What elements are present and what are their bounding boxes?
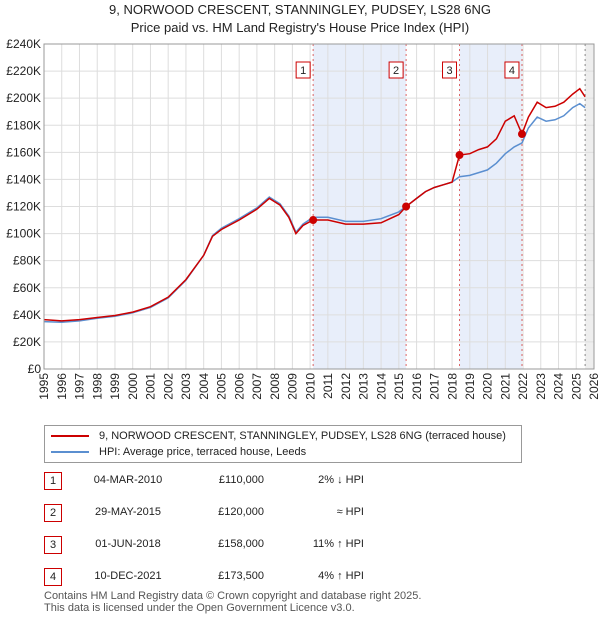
y-tick-label: £200K	[6, 91, 41, 105]
table-row: 3 01-JUN-2018 £158,000 11% ↑ HPI	[44, 536, 484, 554]
property-price-line	[43, 87, 586, 322]
legend-item-property: 9, NORWOOD CRESCENT, STANNINGLEY, PUDSEY…	[51, 428, 506, 444]
transaction-date: 04-MAR-2010	[93, 474, 163, 486]
x-tick-label: 2016	[410, 373, 424, 400]
x-tick-label: 2025	[569, 373, 583, 400]
x-tick-label: 2004	[197, 373, 211, 400]
y-tick-label: £160K	[6, 145, 41, 159]
transaction-price: £120,000	[218, 506, 264, 518]
transaction-date: 29-MAY-2015	[94, 506, 162, 518]
x-tick-label: 2017	[428, 373, 442, 400]
x-tick-label: 2026	[587, 373, 600, 400]
y-tick-label: £220K	[6, 64, 41, 78]
x-tick-label: 2001	[144, 373, 158, 400]
transaction-number: 2	[44, 504, 62, 522]
x-tick-label: 1996	[55, 373, 69, 400]
transaction-label-box	[442, 61, 458, 79]
transaction-price: £173,500	[218, 570, 264, 582]
y-tick-label: £80K	[13, 254, 41, 268]
y-tick-label: £100K	[6, 227, 41, 241]
y-tick-label: £140K	[6, 172, 41, 186]
plot-frame	[43, 43, 595, 370]
y-tick-label: £120K	[6, 200, 41, 214]
x-tick-label: 2011	[321, 373, 335, 399]
x-tick-label: 2000	[126, 373, 140, 400]
x-tick-label: 2002	[161, 373, 175, 400]
table-row: 2 29-MAY-2015 £120,000 ≈ HPI	[44, 504, 484, 522]
transaction-label: 4	[509, 65, 515, 77]
x-tick-label: 2010	[303, 373, 317, 400]
price-chart: £0 £20K £40K £60K £80K £100K £120K £140K £160K £1…	[6, 37, 600, 400]
x-tick-label: 2009	[286, 373, 300, 400]
transaction-number: 3	[44, 536, 62, 554]
legend-label-hpi: HPI: Average price, terraced house, Leed…	[99, 446, 307, 458]
legend-swatch-hpi	[51, 451, 89, 453]
x-tick-label: 2012	[339, 373, 353, 400]
x-tick-label: 1999	[108, 373, 122, 400]
x-tick-label: 2008	[268, 373, 282, 400]
chart-subtitle: Price paid vs. HM Land Registry's House …	[130, 20, 470, 35]
x-tick-label: 1998	[90, 373, 104, 400]
x-tick-label: 2006	[232, 373, 246, 400]
table-row: 1 04-MAR-2010 £110,000 2% ↓ HPI	[44, 472, 484, 490]
transaction-date: 10-DEC-2021	[94, 570, 162, 582]
legend-item-hpi: HPI: Average price, terraced house, Leed…	[51, 444, 306, 460]
transaction-label-box	[388, 61, 404, 79]
x-tick-label: 2022	[516, 373, 530, 400]
y-tick-label: £60K	[13, 281, 41, 295]
x-tick-label: 2005	[215, 373, 229, 400]
transaction-number: 4	[44, 568, 62, 586]
transaction-label-box	[295, 61, 311, 79]
transaction-point	[402, 202, 411, 211]
transaction-price: £110,000	[218, 474, 264, 486]
transaction-point	[455, 151, 464, 160]
y-tick-label: £0	[28, 362, 42, 376]
y-tick-label: £20K	[13, 335, 41, 349]
transaction-label-box	[504, 61, 520, 79]
x-tick-label: 2015	[392, 373, 406, 400]
footer-license: This data is licensed under the Open Gov…	[44, 602, 355, 614]
y-tick-label: £240K	[6, 37, 41, 51]
chart-title: 9, NORWOOD CRESCENT, STANNINGLEY, PUDSEY…	[109, 2, 491, 17]
transaction-label: 3	[446, 65, 452, 77]
y-tick-label: £180K	[6, 118, 41, 132]
x-tick-label: 1997	[73, 373, 87, 400]
legend-label-property: 9, NORWOOD CRESCENT, STANNINGLEY, PUDSEY…	[99, 430, 506, 442]
x-tick-label: 2019	[463, 373, 477, 400]
transaction-hpi: 2% ↓ HPI	[318, 474, 364, 486]
table-row: 4 10-DEC-2021 £173,500 4% ↑ HPI	[44, 568, 484, 586]
x-tick-label: 2020	[481, 373, 495, 400]
x-tick-label: 2014	[374, 373, 388, 400]
y-tick-label: £40K	[13, 308, 41, 322]
transaction-point	[309, 216, 318, 225]
transaction-hpi: 11% ↑ HPI	[312, 538, 364, 550]
transaction-number: 1	[44, 472, 62, 490]
transaction-date: 01-JUN-2018	[95, 538, 161, 550]
transaction-label: 1	[300, 65, 306, 77]
x-tick-label: 1995	[37, 373, 51, 400]
transaction-hpi: 4% ↑ HPI	[318, 570, 364, 582]
x-tick-label: 2003	[179, 373, 193, 400]
x-tick-label: 2024	[552, 373, 566, 400]
x-tick-label: 2021	[498, 373, 512, 400]
legend: 9, NORWOOD CRESCENT, STANNINGLEY, PUDSEY…	[44, 425, 522, 463]
legend-swatch-property	[51, 435, 89, 437]
x-tick-label: 2018	[445, 373, 459, 400]
x-tick-label: 2013	[357, 373, 371, 400]
footer-copyright: Contains HM Land Registry data © Crown c…	[44, 590, 422, 602]
transaction-price: £158,000	[218, 538, 264, 550]
transaction-label: 2	[393, 65, 399, 77]
transaction-point	[517, 130, 526, 139]
x-tick-label: 2007	[250, 373, 264, 400]
transaction-hpi: ≈ HPI	[336, 506, 364, 518]
x-tick-label: 2023	[534, 373, 548, 400]
